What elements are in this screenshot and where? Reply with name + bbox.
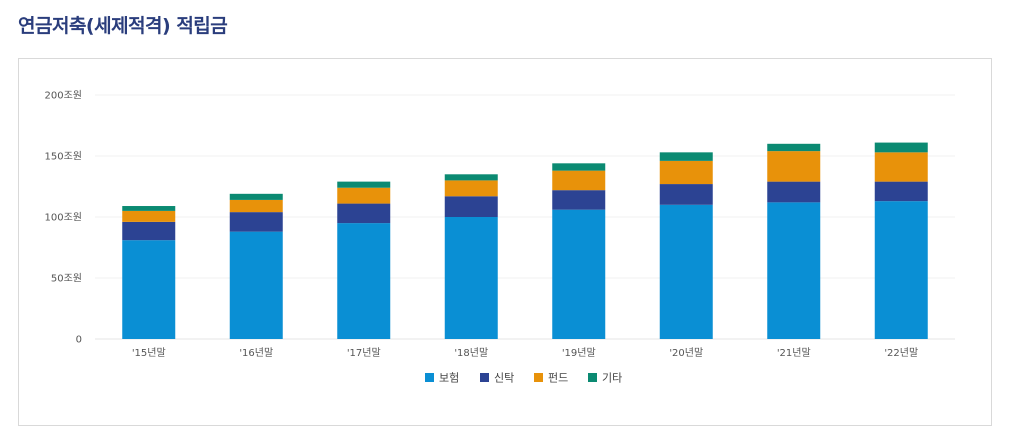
- x-tick-label: '20년말: [669, 347, 703, 359]
- legend-item-기타: 기타: [588, 372, 622, 385]
- x-tick-label: '22년말: [884, 347, 918, 359]
- legend-label: 신탁: [494, 372, 514, 385]
- x-tick-label: '16년말: [239, 347, 273, 359]
- bar-segment-펀드-1: [229, 199, 283, 213]
- bar-segment-기타-1: [229, 193, 283, 200]
- y-axis-ticks: 0 50조원 100조원 150조원 200조원: [45, 90, 83, 346]
- bar-segment-신탁-1: [229, 212, 283, 232]
- x-tick-label: '17년말: [347, 347, 381, 359]
- bar-segment-신탁-5: [659, 184, 713, 205]
- legend-item-신탁: 신탁: [480, 372, 514, 385]
- bar-segment-신탁-2: [337, 203, 391, 224]
- legend-swatch: [480, 373, 489, 382]
- legend: 보험 신탁 펀드 기타: [425, 372, 622, 385]
- bar-segment-기타-0: [122, 206, 176, 211]
- bar-segment-신탁-0: [122, 221, 176, 241]
- bar-segment-보험-0: [122, 240, 176, 339]
- bar-segment-펀드-0: [122, 210, 176, 222]
- bar-segment-보험-7: [874, 201, 928, 339]
- x-tick-label: '19년말: [562, 347, 596, 359]
- bar-segment-기타-7: [874, 142, 928, 153]
- y-tick-label: 0: [76, 335, 82, 346]
- bar-segment-보험-1: [229, 231, 283, 339]
- legend-label: 기타: [602, 372, 622, 385]
- bar-segment-펀드-4: [552, 170, 606, 191]
- bars: [122, 142, 928, 339]
- bar-segment-보험-4: [552, 209, 606, 339]
- legend-swatch: [425, 373, 434, 382]
- x-tick-label: '18년말: [454, 347, 488, 359]
- x-axis-ticks: '15년말 '16년말 '17년말 '18년말 '19년말 '20년말 '21년말 '22년말: [132, 347, 918, 359]
- bar-segment-펀드-2: [337, 187, 391, 204]
- bar-segment-기타-5: [659, 152, 713, 161]
- bar-segment-보험-6: [767, 202, 821, 339]
- y-tick-label: 50조원: [51, 273, 82, 285]
- bar-segment-신탁-6: [767, 181, 821, 203]
- bar-segment-기타-4: [552, 163, 606, 171]
- bar-segment-신탁-4: [552, 190, 606, 210]
- bar-segment-보험-3: [444, 217, 498, 339]
- grid-lines: [95, 94, 955, 340]
- y-tick-label: 100조원: [45, 212, 83, 224]
- chart-panel: [18, 58, 992, 426]
- page-title: 연금저축(세제적격) 적립금: [18, 15, 228, 37]
- y-tick-label: 200조원: [45, 90, 83, 102]
- legend-swatch: [534, 373, 543, 382]
- legend-label: 보험: [439, 372, 459, 385]
- bar-segment-펀드-5: [659, 160, 713, 185]
- legend-item-보험: 보험: [425, 372, 459, 385]
- y-tick-label: 150조원: [45, 151, 83, 163]
- bar-segment-기타-3: [444, 174, 498, 181]
- bar-segment-보험-2: [337, 223, 391, 339]
- bar-segment-보험-5: [659, 204, 713, 339]
- legend-item-펀드: 펀드: [534, 372, 568, 385]
- bar-segment-펀드-3: [444, 180, 498, 197]
- legend-label: 펀드: [548, 372, 568, 385]
- bar-segment-펀드-6: [767, 151, 821, 182]
- bar-segment-펀드-7: [874, 152, 928, 182]
- legend-swatch: [588, 373, 597, 382]
- bar-segment-기타-6: [767, 143, 821, 152]
- x-tick-label: '15년말: [132, 347, 166, 359]
- bar-segment-기타-2: [337, 181, 391, 188]
- x-tick-label: '21년말: [777, 347, 811, 359]
- bar-segment-신탁-7: [874, 181, 928, 202]
- bar-segment-신탁-3: [444, 196, 498, 217]
